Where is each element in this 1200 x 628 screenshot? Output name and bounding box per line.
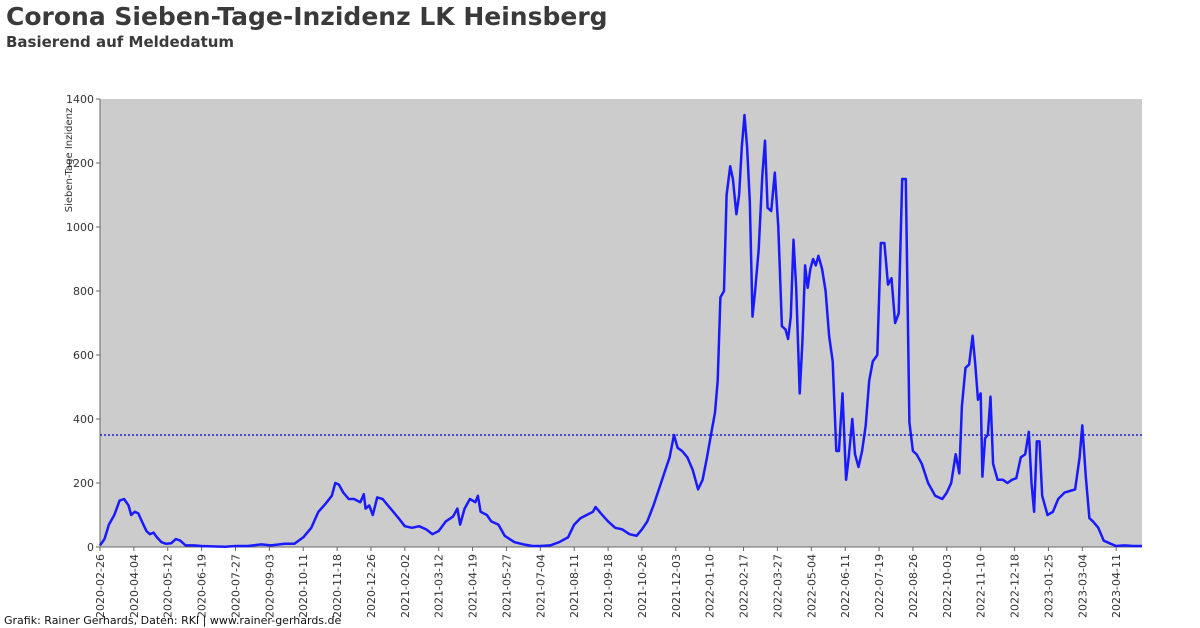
y-tick-label: 600 (73, 349, 94, 362)
x-tick-label: 2023-01-25 (1042, 554, 1055, 618)
chart-subtitle: Basierend auf Meldedatum (6, 33, 235, 51)
x-tick-label: 2022-01-10 (704, 554, 717, 618)
x-tick-label: 2021-08-11 (568, 554, 581, 618)
x-tick-label: 2020-04-04 (128, 554, 141, 618)
x-tick-label: 2021-10-26 (636, 554, 649, 618)
x-tick-label: 2021-02-02 (399, 554, 412, 618)
x-tick-label: 2020-06-19 (196, 554, 209, 618)
y-tick-label: 800 (73, 285, 94, 298)
x-tick-label: 2021-04-19 (467, 554, 480, 618)
x-tick-label: 2021-07-04 (534, 554, 547, 618)
x-tick-label: 2023-03-04 (1076, 554, 1089, 618)
x-tick-label: 2020-07-27 (229, 554, 242, 618)
y-tick-label: 1200 (66, 157, 94, 170)
x-tick-label: 2022-11-10 (975, 554, 988, 618)
x-tick-label: 2020-05-12 (162, 554, 175, 618)
x-tick-label: 2020-10-11 (297, 554, 310, 618)
x-tick-label: 2022-06-11 (839, 554, 852, 618)
x-tick-label: 2021-09-18 (602, 554, 615, 618)
y-tick-label: 400 (73, 413, 94, 426)
x-tick-label: 2020-11-18 (331, 554, 344, 618)
x-tick-label: 2021-12-03 (670, 554, 683, 618)
x-tick-label: 2020-09-03 (263, 554, 276, 618)
footer-credit: Grafik: Rainer Gerhards, Daten: RKI | ww… (4, 614, 342, 627)
chart-title: Corona Sieben-Tage-Inzidenz LK Heinsberg (6, 2, 608, 31)
y-axis: 0 200 400 600 800 1000 1200 1400 (66, 93, 101, 554)
x-tick-label: 2021-03-12 (433, 554, 446, 618)
x-tick-label: 2022-03-27 (771, 554, 784, 618)
y-tick-label: 200 (73, 477, 94, 490)
plot-area (100, 99, 1142, 547)
y-axis-label: Sieben-Tage Inzidenz (64, 108, 75, 212)
x-tick-label: 2022-08-26 (907, 554, 920, 618)
y-tick-label: 0 (87, 541, 94, 554)
y-tick-label: 1000 (66, 221, 94, 234)
x-tick-label: 2022-07-19 (873, 554, 886, 618)
x-tick-label: 2020-12-26 (365, 554, 378, 618)
y-tick-label: 1400 (66, 93, 94, 106)
x-tick-label: 2022-12-18 (1009, 554, 1022, 618)
x-tick-label: 2022-10-03 (941, 554, 954, 618)
x-axis: 2020-02-26 2020-04-04 2020-05-12 2020-06-19… (94, 546, 1142, 618)
series-line (98, 113, 1142, 548)
x-tick-label: 2022-02-17 (738, 554, 751, 618)
x-tick-label: 2021-05-27 (500, 554, 513, 618)
x-tick-label: 2022-05-04 (805, 554, 818, 618)
x-tick-label: 2020-02-26 (94, 554, 107, 618)
x-tick-label: 2023-04-11 (1110, 554, 1123, 618)
